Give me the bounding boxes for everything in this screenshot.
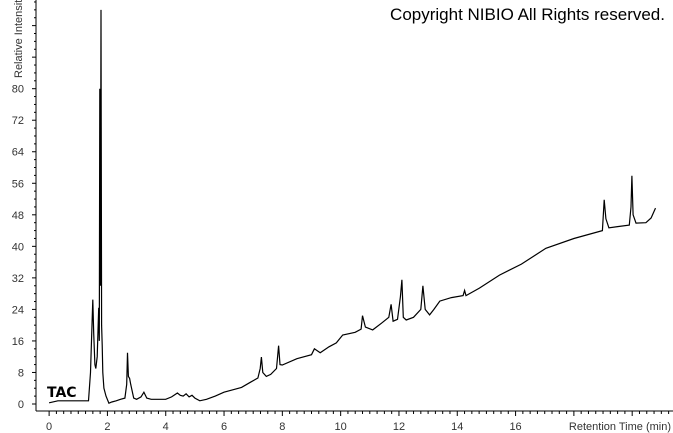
x-tick-label: 0 <box>46 421 52 433</box>
x-tick-label: 4 <box>163 421 169 433</box>
y-tick-label: 56 <box>12 178 24 190</box>
y-tick-label: 32 <box>12 273 24 285</box>
y-tick-label: 24 <box>12 304 24 316</box>
y-tick-label: 48 <box>12 210 24 222</box>
y-tick-label: 80 <box>12 84 24 96</box>
y-tick-label: 8 <box>18 367 24 379</box>
copyright-notice: Copyright NIBIO All Rights reserved. <box>390 5 665 24</box>
y-axis-label: Relative Intensity <box>13 0 25 78</box>
x-tick-label: 6 <box>221 421 227 433</box>
y-tick-label: 16 <box>12 336 24 348</box>
axes <box>35 0 673 412</box>
x-tick-label: 2 <box>104 421 110 433</box>
series-line-tac <box>48 9 657 404</box>
y-tick-label: 40 <box>12 241 24 253</box>
x-tick-label: 12 <box>393 421 405 433</box>
y-tick-label: 72 <box>12 115 24 127</box>
x-tick-label: 10 <box>335 421 347 433</box>
x-tick-label: 16 <box>509 421 521 433</box>
x-tick-label: 14 <box>451 421 463 433</box>
trace-label: TAC <box>47 385 77 401</box>
y-tick-label: 0 <box>18 399 24 411</box>
y-tick-label: 64 <box>12 147 24 159</box>
x-axis-label: Retention Time (min) <box>569 421 671 433</box>
x-tick-label: 8 <box>279 421 285 433</box>
